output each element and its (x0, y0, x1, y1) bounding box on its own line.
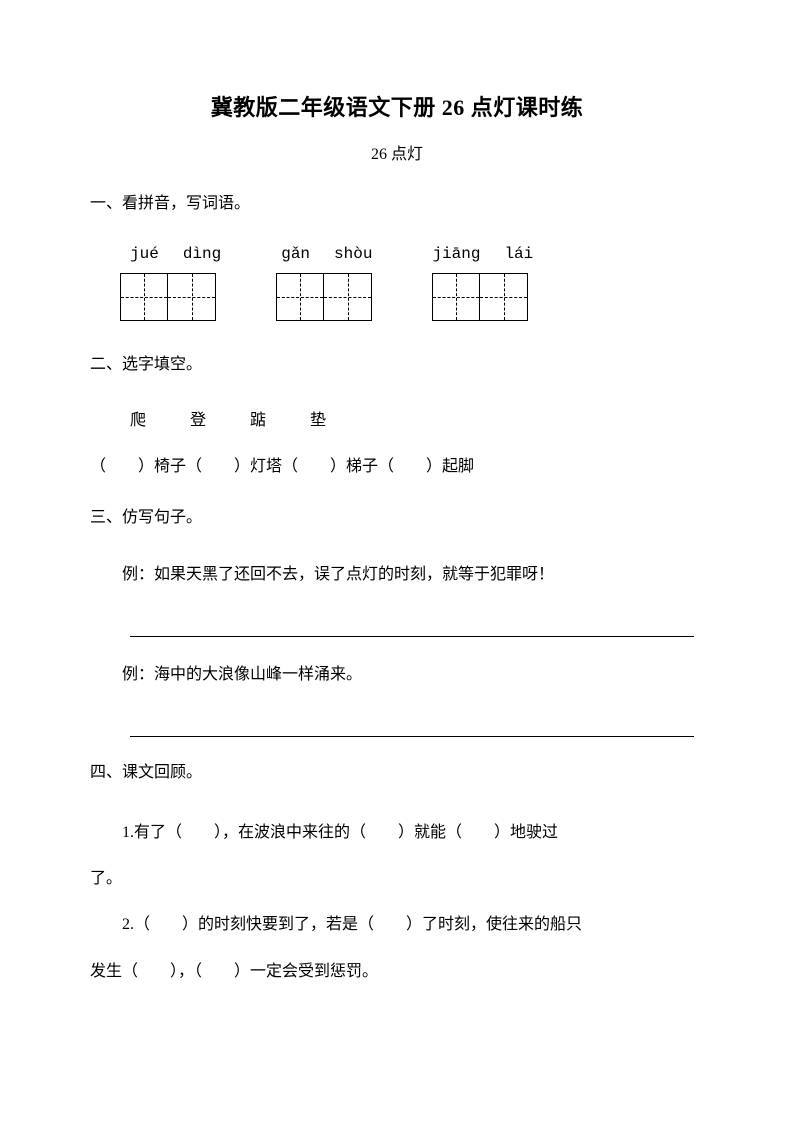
tianzi-cell (480, 273, 528, 321)
pinyin-row: jué dìng gǎn shòu jiāng lái (90, 245, 704, 263)
pinyin-1a: jué (130, 245, 159, 263)
pinyin-pair-2: gǎn shòu (281, 245, 372, 263)
section3-example-1: 例：如果天黑了还回不去，误了点灯的时刻，就等于犯罪呀！ (90, 559, 704, 591)
tianzi-pair-2 (276, 273, 372, 321)
section2-char-options: 爬 登 踮 垫 (90, 406, 704, 430)
tianzi-cell (432, 273, 480, 321)
pinyin-3b: lái (504, 245, 533, 263)
section4-q2-line1: 2.（ ）的时刻快要到了，若是（ ）了时刻，使往来的船只 (90, 906, 704, 944)
pinyin-3a: jiāng (432, 245, 480, 263)
page: 冀教版二年级语文下册 26 点灯课时练 26 点灯 一、看拼音，写词语。 jué… (0, 0, 794, 1123)
pinyin-1b: dìng (183, 245, 221, 263)
tianzi-row (90, 273, 704, 321)
section2-heading: 二、选字填空。 (90, 351, 704, 380)
tianzi-pair-3 (432, 273, 528, 321)
section4-q1-line2: 了。 (90, 860, 704, 898)
tianzi-cell (120, 273, 168, 321)
pinyin-pair-1: jué dìng (130, 245, 221, 263)
pinyin-2a: gǎn (281, 245, 310, 263)
section1-heading: 一、看拼音，写词语。 (90, 190, 704, 219)
write-blank-2 (130, 709, 694, 737)
pinyin-2b: shòu (334, 245, 372, 263)
tianzi-pair-1 (120, 273, 216, 321)
write-blank-1 (130, 609, 694, 637)
pinyin-pair-3: jiāng lái (432, 245, 533, 263)
section3-heading: 三、仿写句子。 (90, 504, 704, 533)
tianzi-cell (276, 273, 324, 321)
tianzi-cell (168, 273, 216, 321)
section4-q1-line1: 1.有了（ ），在波浪中来往的（ ）就能（ ）地驶过 (90, 814, 704, 852)
section3-example-2: 例：海中的大浪像山峰一样涌来。 (90, 659, 704, 691)
page-title: 冀教版二年级语文下册 26 点灯课时练 (90, 90, 704, 122)
section4-heading: 四、课文回顾。 (90, 759, 704, 788)
tianzi-cell (324, 273, 372, 321)
page-subtitle: 26 点灯 (90, 140, 704, 164)
section2-fill-line: （ ）椅子（ ）灯塔（ ）梯子（ ）起脚 (90, 452, 704, 482)
section4-q2-line2: 发生（ ），（ ）一定会受到惩罚。 (90, 953, 704, 991)
